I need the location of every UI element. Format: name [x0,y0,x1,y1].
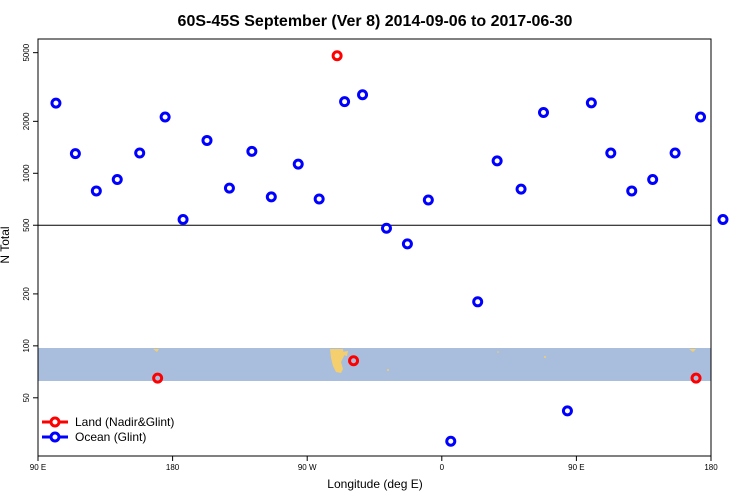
ocean-point [717,213,729,225]
land-patch-new-zealand [153,349,159,352]
y-tick-label: 1000 [22,164,31,182]
chart-title: 60S-45S September (Ver 8) 2014-09-06 to … [178,13,573,30]
y-tick-label: 2000 [22,112,31,130]
x-tick-label: 90 E [30,463,46,472]
land-point [152,372,164,384]
land-patch-small [387,369,389,371]
land-patch-south-america [330,349,344,373]
ocean-point [69,148,81,160]
ocean-point [585,97,597,109]
ocean-point [313,193,325,205]
ocean-point [605,147,617,159]
x-tick-label: 90 E [568,463,584,472]
plot-frame [37,38,712,457]
ocean-point [401,238,413,250]
y-tick-label: 100 [22,339,31,353]
legend-land-marker [49,416,61,428]
ocean-point [223,182,235,194]
ocean-point [445,435,457,447]
x-tick-label: 180 [166,463,180,472]
land-point [348,355,360,367]
ocean-point [515,183,527,195]
ocean-point [422,194,434,206]
plot-area: 90 E 180 90 W 0 90 E 180 50 100 200 500 1000 2000 50… [22,38,729,472]
land-patch-small-2 [544,356,546,358]
ocean-point [647,174,659,186]
x-axis-label: Longitude (deg E) [327,477,422,491]
legend-ocean-label: Ocean (Glint) [75,430,146,444]
ocean-point [111,174,123,186]
ocean-point [159,111,171,123]
x-tick-label: 0 [440,463,445,472]
ocean-point [265,191,277,203]
ocean-point [177,213,189,225]
ocean-point [357,89,369,101]
ocean-point [201,134,213,146]
x-tick-label: 180 [704,463,718,472]
land-point [331,50,343,62]
y-axis-label: N Total [0,226,12,263]
ocean-point [50,97,62,109]
land-point [690,372,702,384]
ocean-point [669,147,681,159]
map-band [38,348,711,381]
y-tick-label: 50 [22,393,31,402]
land-patch-islands [342,351,348,356]
ocean-point [246,145,258,157]
legend: Land (Nadir&Glint)Ocean (Glint) [42,415,174,444]
ocean-point [695,111,707,123]
y-tick-label: 200 [22,287,31,301]
land-patch-new-zealand-2 [689,349,696,352]
ocean-point [339,96,351,108]
ocean-point [90,185,102,197]
ocean-point [472,296,484,308]
ocean-point [380,222,392,234]
legend-ocean-marker [49,431,61,443]
y-tick-label: 5000 [22,43,31,61]
land-patch-small-3 [497,351,499,353]
ocean-point [561,405,573,417]
ocean-point [134,147,146,159]
ocean-point [491,155,503,167]
legend-land-label: Land (Nadir&Glint) [75,415,174,429]
ocean-point [292,158,304,170]
ocean-point [626,185,638,197]
y-tick-label: 500 [22,218,31,232]
x-tick-label: 90 W [298,463,317,472]
ocean-point [537,107,549,119]
